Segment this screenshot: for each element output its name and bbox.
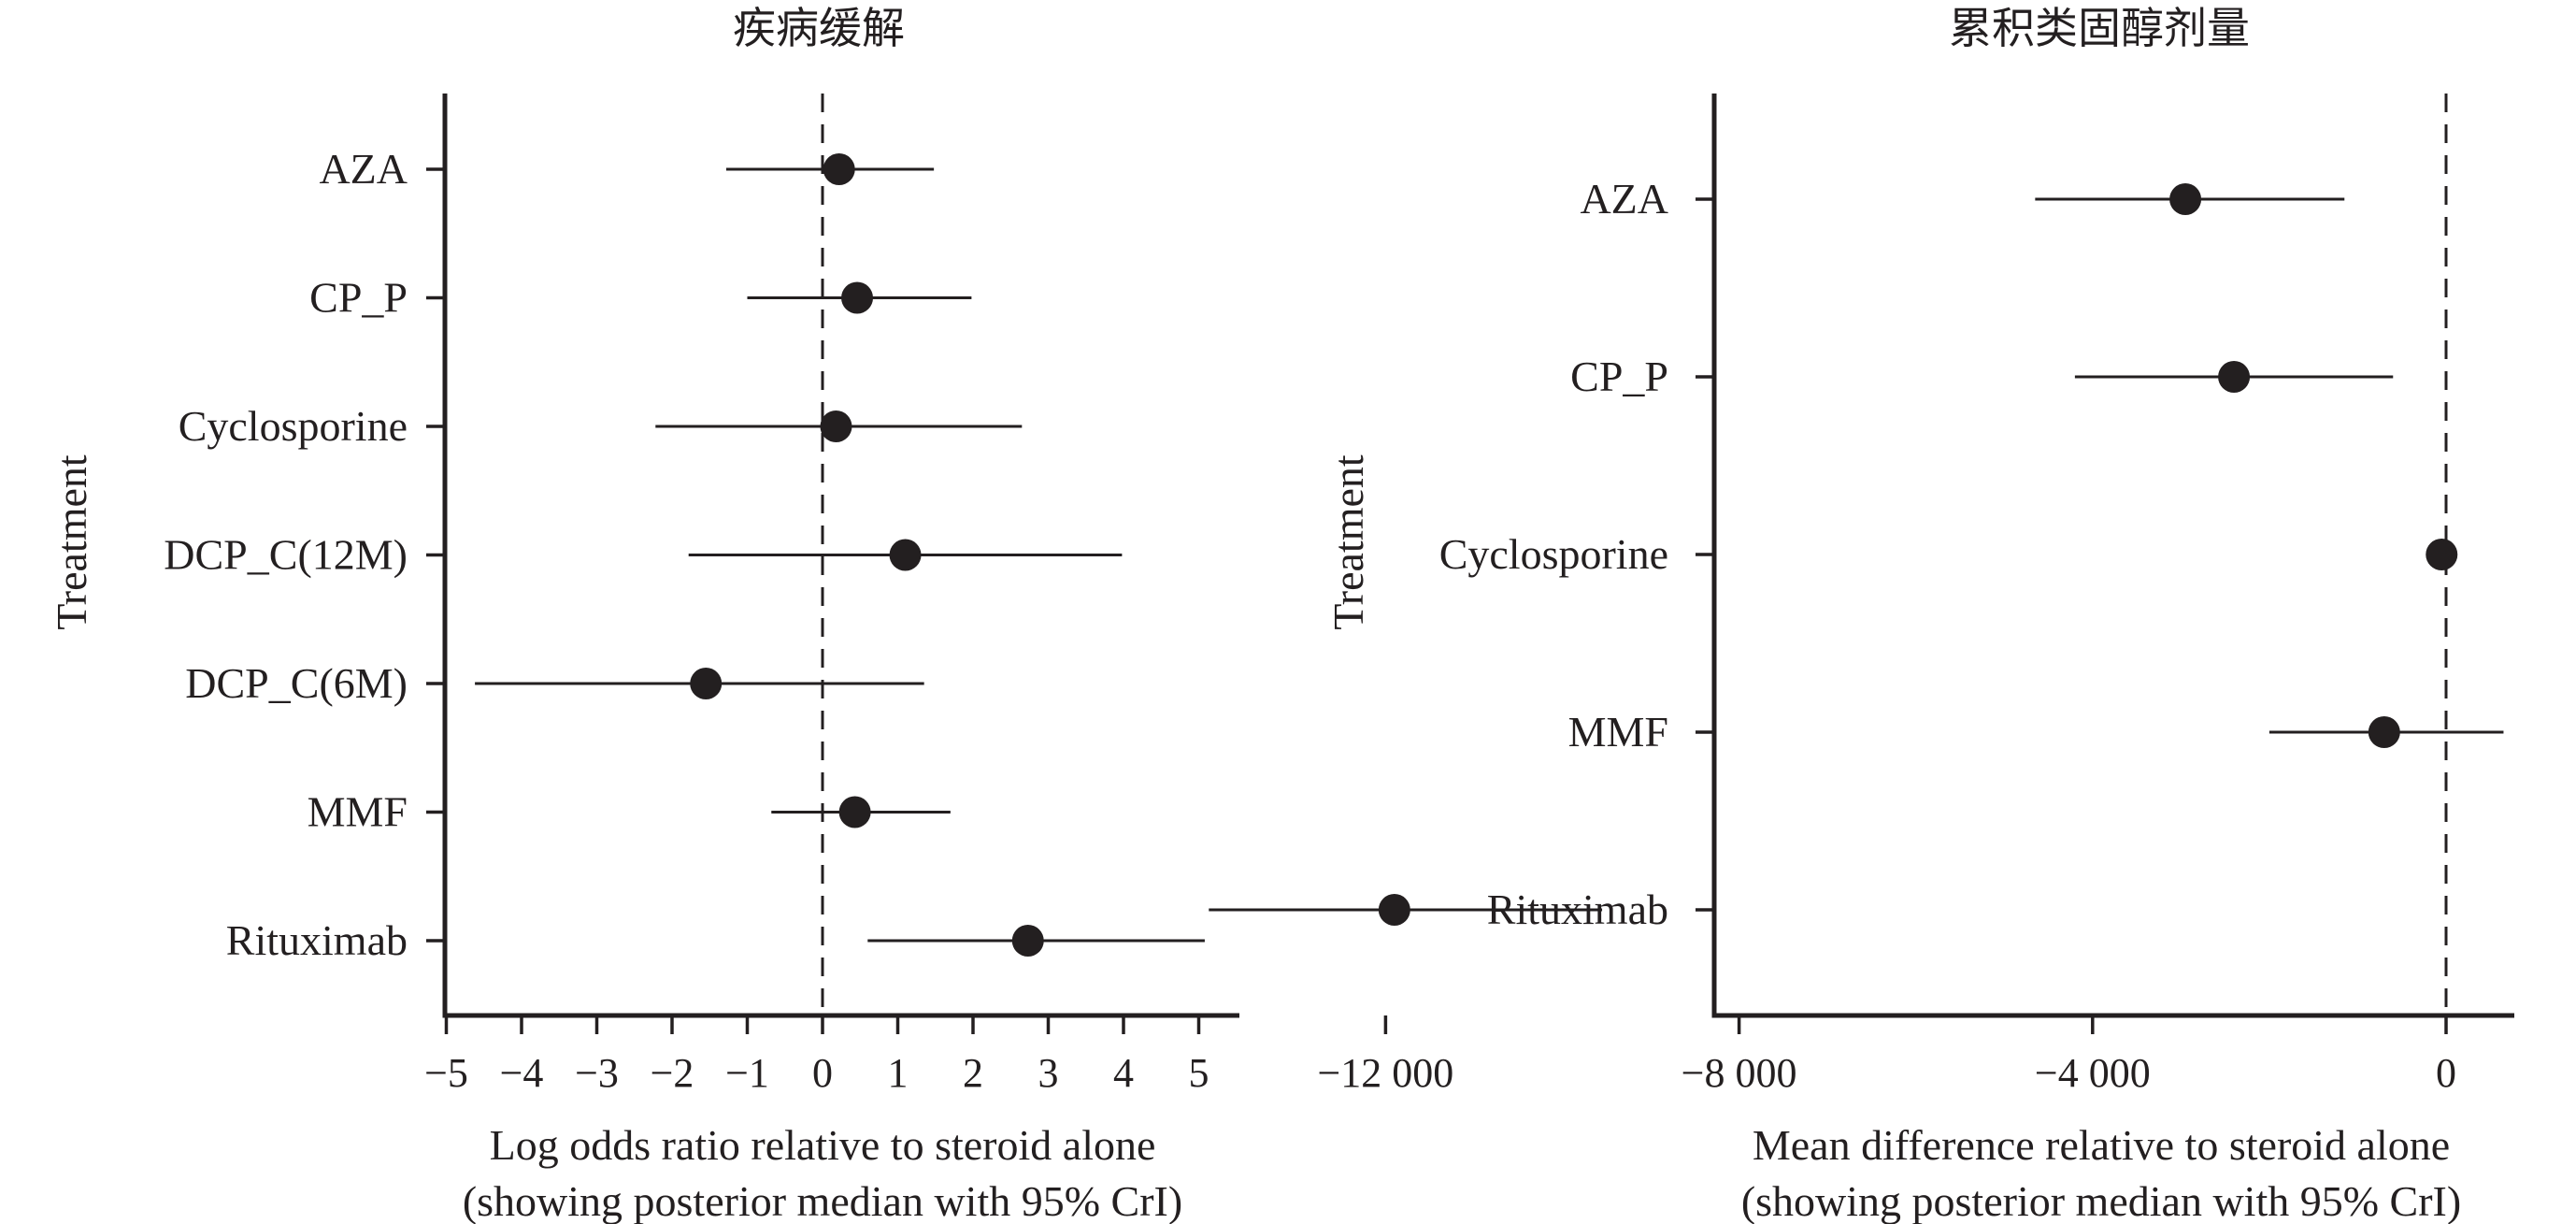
treatment-label: DCP_C(12M) — [164, 531, 408, 579]
x-axis-subtitle: (showing posterior median with 95% CrI) — [1741, 1177, 2461, 1224]
treatment-label: AZA — [319, 145, 408, 193]
treatment-label: CP_P — [309, 274, 408, 322]
x-tick-label: −5 — [424, 1050, 468, 1096]
x-tick-label: −1 — [725, 1050, 769, 1096]
x-tick-label: −4 000 — [2035, 1050, 2151, 1096]
x-tick-label: −3 — [575, 1050, 619, 1096]
x-axis-title: Log odds ratio relative to steroid alone — [490, 1121, 1156, 1169]
treatment-label: MMF — [1568, 708, 1668, 756]
y-axis-title: Treatment — [1324, 454, 1372, 630]
panel-title: 累积类固醇剂量 — [1949, 5, 2250, 52]
median-point — [2169, 183, 2202, 215]
treatment-label: Cyclosporine — [1439, 530, 1668, 578]
x-tick-label: −12 000 — [1317, 1050, 1453, 1096]
treatment-label: DCP_C(6M) — [185, 659, 408, 707]
median-point — [2426, 539, 2458, 570]
x-tick-label: 3 — [1038, 1050, 1059, 1096]
median-point — [841, 281, 874, 314]
x-axis-title: Mean difference relative to steroid alon… — [1753, 1121, 2450, 1169]
treatment-label: AZA — [1580, 175, 1668, 223]
x-tick-label: 4 — [1113, 1050, 1134, 1096]
y-axis-title: Treatment — [48, 454, 95, 630]
panel-title: 疾病缓解 — [733, 5, 905, 52]
median-point — [2368, 716, 2400, 748]
x-axis-subtitle: (showing posterior median with 95% CrI) — [463, 1177, 1182, 1224]
x-tick-label: 0 — [812, 1050, 833, 1096]
remission-panel: 疾病缓解 Treatment −5 −4 −3 −2 −1 0 1 2 3 4 5 AZA CP_P Cycl… — [48, 5, 1239, 1224]
median-point — [1011, 925, 1044, 957]
median-point — [823, 153, 855, 185]
x-tick-label: 0 — [2436, 1050, 2456, 1096]
steroid-dose-panel: 累积类固醇剂量 Treatment −12 000 −8 000 −4 000 0 AZA C… — [1209, 5, 2514, 1224]
treatment-label: Rituximab — [226, 916, 408, 964]
x-tick-label: −4 — [500, 1050, 544, 1096]
median-point — [1378, 894, 1410, 926]
median-point — [889, 539, 922, 571]
treatment-label: Cyclosporine — [179, 402, 408, 450]
treatment-label: CP_P — [1570, 353, 1668, 400]
median-point — [690, 668, 723, 699]
median-point — [2218, 361, 2251, 393]
x-tick-label: 5 — [1189, 1050, 1209, 1096]
x-tick-label: −8 000 — [1682, 1050, 1797, 1096]
median-point — [838, 796, 871, 828]
x-tick-label: −2 — [651, 1050, 694, 1096]
median-point — [820, 410, 852, 442]
x-tick-label: 1 — [888, 1050, 909, 1096]
x-tick-label: 2 — [963, 1050, 983, 1096]
treatment-label: MMF — [308, 788, 408, 836]
